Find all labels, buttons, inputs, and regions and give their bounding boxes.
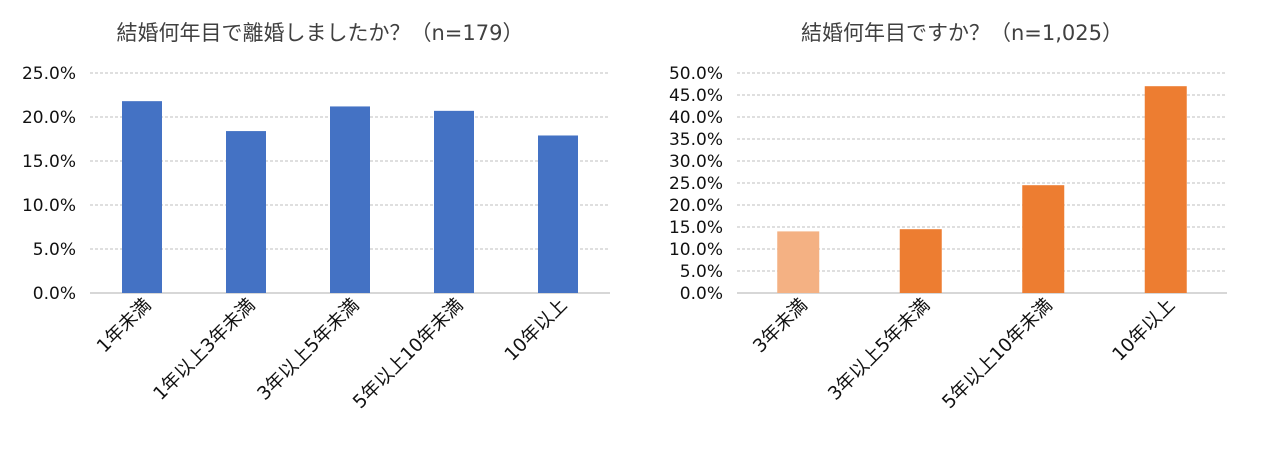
chart2-y-ticks: 0.0%5.0%10.0%15.0%20.0%25.0%30.0%35.0%40… bbox=[669, 64, 723, 304]
chart2-bar bbox=[899, 229, 942, 293]
chart2-title: 結婚何年目ですか？（n=1,025） bbox=[801, 21, 1123, 45]
chart2-category-label: 10年以上 bbox=[1109, 295, 1180, 366]
chart1-category-label: 10年以上 bbox=[501, 295, 572, 366]
chart1-bar bbox=[330, 106, 370, 293]
chart1-title: 結婚何年目で離婚しましたか？（n=179） bbox=[117, 21, 524, 45]
chart2-category-label: 3年未満 bbox=[749, 295, 811, 357]
chart2-y-tick-label: 25.0% bbox=[669, 174, 723, 194]
chart2-y-tick-label: 50.0% bbox=[669, 64, 723, 84]
chart1-y-tick-label: 0.0% bbox=[33, 284, 76, 304]
chart1-category-label: 1年以上3年未満 bbox=[150, 295, 260, 405]
chart2-bars bbox=[777, 86, 1187, 293]
chart2-bar bbox=[1144, 86, 1187, 293]
chart2-y-tick-label: 10.0% bbox=[669, 240, 723, 260]
chart1-category-label: 3年以上5年未満 bbox=[254, 295, 364, 405]
chart1-y-tick-label: 20.0% bbox=[22, 108, 76, 128]
chart2-y-tick-label: 0.0% bbox=[680, 284, 723, 304]
chart1-y-tick-label: 10.0% bbox=[22, 196, 76, 216]
chart1-y-tick-label: 5.0% bbox=[33, 240, 76, 260]
chart2-category-label: 3年以上5年未満 bbox=[824, 295, 934, 405]
chart2-y-tick-label: 20.0% bbox=[669, 196, 723, 216]
chart2-y-tick-label: 5.0% bbox=[680, 262, 723, 282]
chart1-bar bbox=[434, 110, 474, 293]
chart1-bar bbox=[538, 135, 578, 293]
chart1-bars bbox=[122, 101, 578, 293]
chart2-y-tick-label: 35.0% bbox=[669, 130, 723, 150]
chart1-bar bbox=[122, 101, 162, 293]
chart1-category-label: 1年未満 bbox=[93, 295, 155, 357]
chart2-categories: 3年未満 3年以上5年未満 5年以上10年未満 10年以上 bbox=[749, 295, 1179, 413]
chart2-y-tick-label: 15.0% bbox=[669, 218, 723, 238]
chart1-y-tick-label: 25.0% bbox=[22, 64, 76, 84]
chart1-y-ticks: 0.0% 5.0% 10.0% 15.0% 20.0% 25.0% bbox=[22, 64, 76, 304]
chart2-bar bbox=[1022, 185, 1065, 293]
chart1-category-label: 5年以上10年未満 bbox=[349, 295, 467, 413]
chart-marriage-year: 結婚何年目ですか？（n=1,025） 0.0%5.0%10.0%15.0%20.… bbox=[669, 21, 1227, 413]
chart2-y-tick-label: 45.0% bbox=[669, 86, 723, 106]
chart2-y-tick-label: 30.0% bbox=[669, 152, 723, 172]
chart2-y-tick-label: 40.0% bbox=[669, 108, 723, 128]
chart1-bar bbox=[226, 131, 266, 293]
chart1-y-tick-label: 15.0% bbox=[22, 152, 76, 172]
chart2-category-label: 5年以上10年未満 bbox=[938, 295, 1056, 413]
chart2-bar bbox=[777, 231, 820, 293]
chart-divorce-year: 結婚何年目で離婚しましたか？（n=179） 0.0% 5.0% 10.0% 15.0%… bbox=[22, 21, 610, 413]
